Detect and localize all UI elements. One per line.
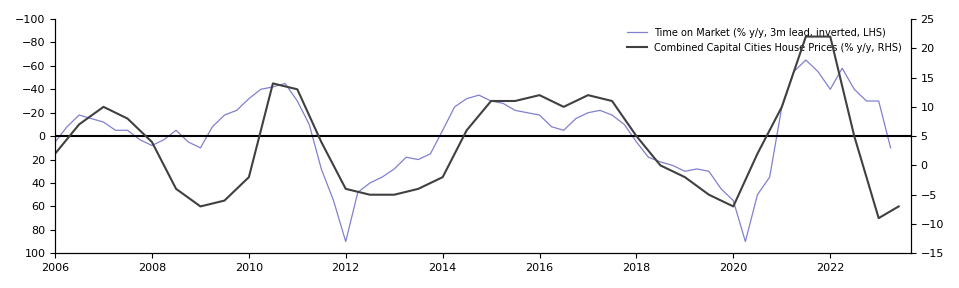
Line: Time on Market (% y/y, 3m lead, inverted, LHS): Time on Market (% y/y, 3m lead, inverted… [55, 60, 891, 242]
Legend: Time on Market (% y/y, 3m lead, inverted, LHS), Combined Capital Cities House Pr: Time on Market (% y/y, 3m lead, inverted… [623, 24, 906, 56]
Line: Combined Capital Cities House Prices (% y/y, RHS): Combined Capital Cities House Prices (% … [55, 37, 899, 218]
